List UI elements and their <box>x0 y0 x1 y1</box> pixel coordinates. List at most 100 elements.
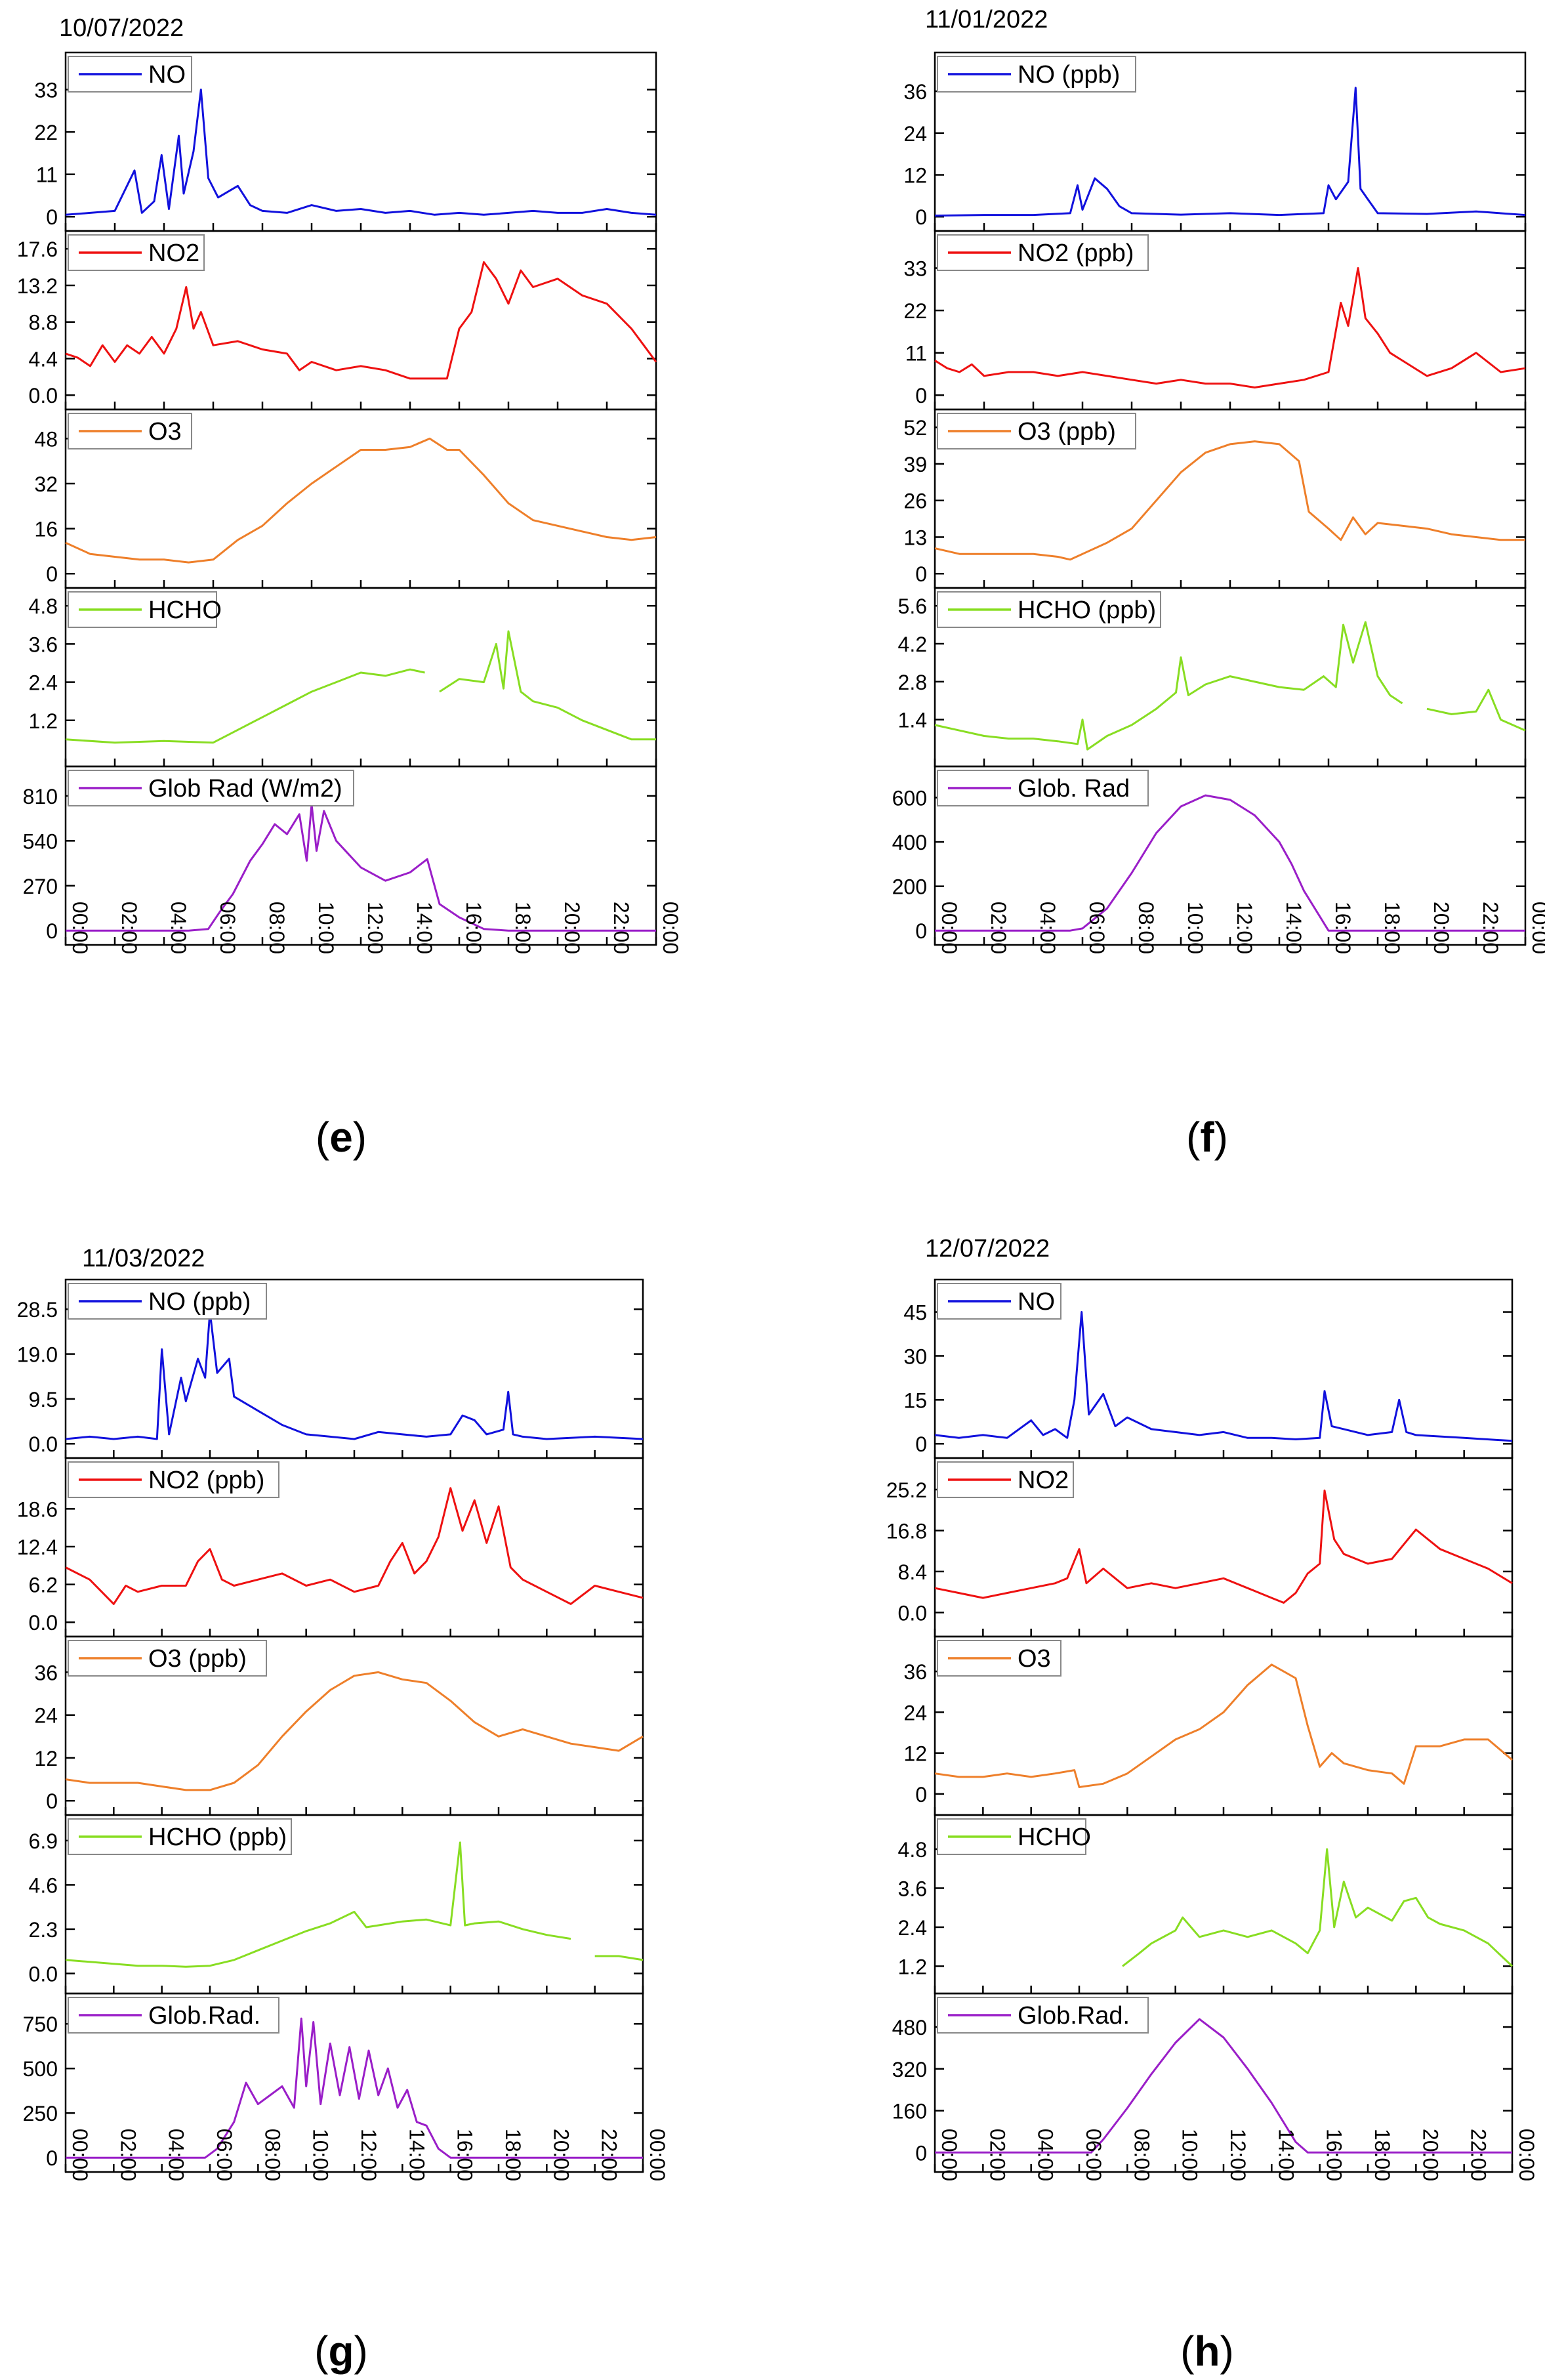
x-tick-label: 22:00 <box>1467 2129 1491 2181</box>
y-tick-label: 540 <box>23 829 58 853</box>
y-tick-label: 2.8 <box>898 671 927 694</box>
y-tick-label: 0.0 <box>898 1601 927 1625</box>
caption-close: ) <box>1220 2328 1234 2375</box>
y-tick-label: 32 <box>34 472 58 496</box>
y-tick-label: 25.2 <box>886 1478 927 1502</box>
legend-label: NO2 (ppb) <box>148 1467 264 1494</box>
chart-date-title: 11/03/2022 <box>82 1245 205 1272</box>
y-tick-label: 750 <box>23 2013 58 2036</box>
y-tick-label: 36 <box>903 80 927 104</box>
legend-label: HCHO <box>148 596 222 624</box>
y-tick-label: 0.0 <box>29 384 58 407</box>
y-tick-label: 0 <box>915 205 927 229</box>
y-tick-label: 4.8 <box>898 1838 927 1862</box>
y-tick-label: 12 <box>34 1747 58 1770</box>
legend-box <box>68 1640 267 1677</box>
legend-label: O3 (ppb) <box>148 1645 247 1673</box>
legend-label: Glob.Rad. <box>1018 2002 1130 2030</box>
legend-box <box>68 591 217 628</box>
x-tick-label: 06:00 <box>1082 2129 1105 2181</box>
panel-o3: 0 13 26 39 52 O3 (ppb) <box>903 408 1527 589</box>
y-tick-label: 0.0 <box>29 1611 58 1635</box>
series-line-hcho <box>439 630 656 741</box>
y-tick-label: 810 <box>23 785 58 808</box>
x-tick-label: 00:00 <box>1528 902 1545 954</box>
series-line-o3 <box>934 440 1525 561</box>
y-tick-label: 22 <box>34 121 58 144</box>
y-tick-label: 4.6 <box>29 1873 58 1897</box>
series-line-no2 <box>934 1490 1513 1604</box>
x-tick-label: 12:00 <box>1233 902 1256 954</box>
y-tick-label: 36 <box>903 1660 927 1684</box>
x-tick-label: 08:00 <box>260 2129 284 2181</box>
panel-rad: 0 250 500 750 Glob.Rad. <box>23 1992 644 2173</box>
y-tick-label: 0 <box>46 1789 58 1813</box>
series-line-hcho <box>934 621 1403 751</box>
y-tick-label: 24 <box>34 1704 58 1728</box>
x-tick-label: 16:00 <box>453 2129 477 2181</box>
legend-label: NO (ppb) <box>1018 61 1120 89</box>
y-tick-label: 0 <box>46 205 58 229</box>
series-line-o3 <box>934 1663 1513 1788</box>
panel-no2: 0.0 4.4 8.8 13.2 17.6 NO2 <box>17 230 657 411</box>
x-tick-label: 14:00 <box>1282 902 1306 954</box>
caption-open: ( <box>316 1114 329 1161</box>
legend-label: NO2 (ppb) <box>1018 240 1134 267</box>
y-tick-label: 8.8 <box>29 311 58 335</box>
x-tick-label: 00:00 <box>659 902 682 954</box>
panel-no: 0 12 24 36 NO (ppb) <box>903 51 1527 232</box>
x-tick-label: 04:00 <box>167 902 190 954</box>
y-tick-label: 4.8 <box>29 595 58 618</box>
y-tick-label: 15 <box>903 1388 927 1412</box>
x-tick-label: 22:00 <box>1479 902 1502 954</box>
caption-close: ) <box>1214 1114 1228 1161</box>
legend-label: O3 <box>1018 1645 1051 1673</box>
x-tick-label: 18:00 <box>501 2129 525 2181</box>
y-tick-label: 30 <box>903 1345 927 1368</box>
y-tick-label: 500 <box>23 2057 58 2081</box>
x-tick-label: 06:00 <box>1085 902 1109 954</box>
y-tick-label: 5.6 <box>898 595 927 618</box>
chart-f: 11/01/2022 0 12 24 36 NO (ppb) 0 11 22 33 NO2 (ppb… <box>892 6 1545 1161</box>
panel-caption: (f) <box>1186 1114 1228 1161</box>
panel-rad: 0 200 400 600 Glob. Rad <box>892 765 1527 946</box>
y-tick-label: 6.9 <box>29 1829 58 1853</box>
x-tick-label: 02:00 <box>117 902 141 954</box>
panel-no: 0 11 22 33 NO <box>34 51 657 232</box>
x-tick-label: 12:00 <box>363 902 387 954</box>
y-tick-label: 12 <box>903 1742 927 1766</box>
panel-no: 0.0 9.5 19.0 28.5 NO (ppb) <box>17 1278 644 1459</box>
chart-h: 12/07/2022 0 15 30 45 NO 0.0 8.4 16.8 25.2 NO2 0 12 2… <box>886 1235 1538 2375</box>
series-line-hcho <box>65 668 425 744</box>
y-tick-label: 0.0 <box>29 1962 58 1986</box>
y-tick-label: 160 <box>892 2100 927 2123</box>
legend-label: HCHO (ppb) <box>148 1824 287 1851</box>
y-tick-label: 0 <box>915 2141 927 2165</box>
x-tick-label: 14:00 <box>405 2129 428 2181</box>
caption-open: ( <box>1186 1114 1200 1161</box>
y-tick-label: 2.4 <box>898 1916 927 1940</box>
panel-hcho: 1.2 2.4 3.6 4.8 HCHO <box>898 1814 1514 1995</box>
series-line-o3 <box>65 1671 644 1791</box>
y-tick-label: 22 <box>903 299 927 323</box>
legend-label: NO <box>148 61 186 89</box>
x-tick-label: 22:00 <box>598 2129 621 2181</box>
caption-letter: f <box>1200 1114 1214 1161</box>
y-tick-label: 0 <box>46 2146 58 2170</box>
series-line-hcho <box>1122 1848 1514 1967</box>
y-tick-label: 200 <box>892 875 927 899</box>
y-tick-label: 400 <box>892 831 927 854</box>
y-tick-label: 11 <box>905 342 927 365</box>
y-tick-label: 0 <box>915 384 927 407</box>
legend-label: O3 <box>148 418 182 446</box>
y-tick-label: 26 <box>903 490 927 513</box>
caption-open: ( <box>314 2328 328 2375</box>
y-tick-label: 12 <box>903 164 927 188</box>
series-line-hcho <box>594 1955 644 1961</box>
panel-no: 0 15 30 45 NO <box>903 1278 1514 1459</box>
panel-rad: 0 270 540 810 Glob Rad (W/m2) <box>23 765 657 946</box>
x-tick-label: 06:00 <box>213 2129 236 2181</box>
chart-date-title: 12/07/2022 <box>925 1235 1050 1263</box>
y-tick-label: 8.4 <box>898 1560 927 1584</box>
